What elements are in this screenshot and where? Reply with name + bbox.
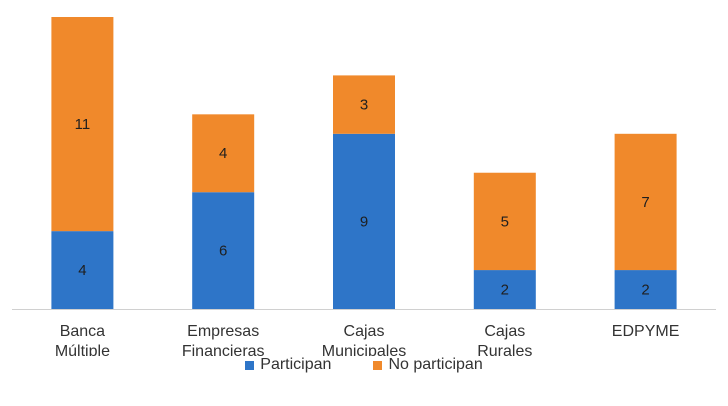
bar-segment-no-participan-4 — [614, 133, 677, 271]
legend-swatch-participan — [245, 360, 255, 370]
bar-segment-participan-3 — [473, 270, 536, 309]
data-label-participan-4: 2 — [641, 282, 649, 299]
legend-label-participan: Participan — [260, 356, 332, 373]
category-label-2: Cajas Municipales — [322, 323, 406, 356]
data-label-no-participan-0: 11 — [75, 116, 91, 133]
bar-segment-no-participan-2 — [333, 75, 395, 134]
category-label-0: Banca Múltiple — [55, 323, 110, 356]
legend-item-no-participan: No participan — [373, 356, 483, 374]
bar-segment-participan-0 — [51, 231, 114, 309]
data-label-no-participan-3: 5 — [501, 213, 509, 230]
data-label-no-participan-4: 7 — [641, 194, 649, 211]
category-label-3: Cajas Rurales — [477, 323, 532, 356]
data-label-no-participan-2: 3 — [360, 97, 368, 114]
data-label-participan-2: 9 — [360, 213, 368, 230]
bar-segment-no-participan-0 — [51, 17, 114, 232]
bar-segment-no-participan-1 — [192, 114, 255, 193]
data-label-no-participan-1: 4 — [219, 145, 227, 162]
stacked-bar-chart: 4 11 Banca Múltiple 6 4 Empresas Financieras 9 3 C… — [12, 17, 716, 356]
legend-label-no-participan: No participan — [388, 356, 483, 373]
category-label-4: EDPYME — [612, 323, 680, 340]
data-label-participan-1: 6 — [219, 243, 227, 260]
data-label-participan-0: 4 — [78, 262, 86, 279]
bar-segment-participan-4 — [614, 270, 677, 309]
legend-item-participan: Participan — [245, 356, 331, 374]
bar-segment-participan-2 — [333, 133, 395, 309]
bar-segment-no-participan-3 — [473, 172, 536, 271]
data-label-participan-3: 2 — [501, 282, 509, 299]
category-label-1: Empresas Financieras — [182, 323, 265, 356]
bar-segment-participan-1 — [192, 192, 255, 309]
legend-swatch-no-participan — [373, 360, 383, 370]
legend: Participan No participan — [0, 356, 728, 374]
